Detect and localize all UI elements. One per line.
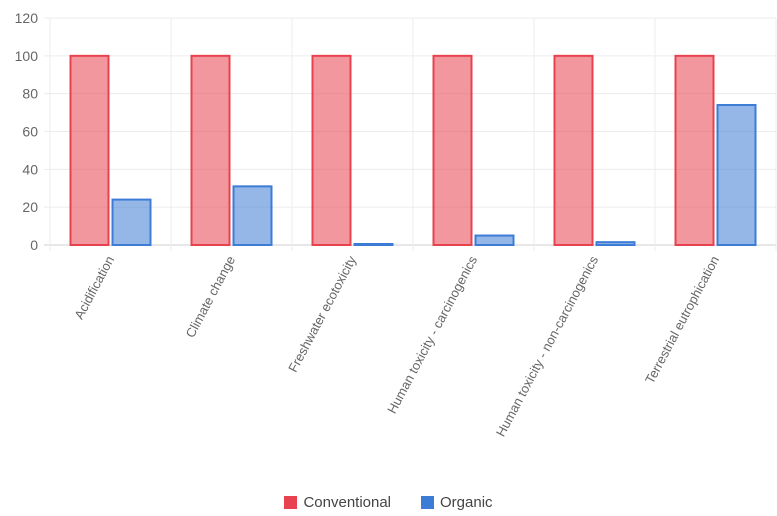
legend-label-organic: Organic xyxy=(440,494,493,511)
bar-conventional xyxy=(69,54,110,247)
x-tick-label: Acidification xyxy=(71,253,117,321)
bar-conventional xyxy=(553,54,594,247)
legend-swatch-conventional xyxy=(284,496,298,509)
x-tick-label: Climate change xyxy=(182,253,238,340)
legend-item-conventional[interactable]: Conventional xyxy=(284,494,391,511)
bar-conventional xyxy=(311,54,352,247)
x-tick-label: Human toxicity - carcinogenics xyxy=(384,253,480,416)
bar-organic xyxy=(595,241,636,247)
x-tick-label: Freshwater ecotoxicity xyxy=(285,253,359,375)
bar-organic xyxy=(716,104,757,247)
legend-swatch-organic xyxy=(421,496,435,509)
bar-organic xyxy=(353,243,394,246)
y-tick-label: 80 xyxy=(22,86,38,102)
bar-organic xyxy=(111,198,152,247)
y-tick-label: 60 xyxy=(22,124,38,140)
bar-organic xyxy=(474,234,515,247)
bar-conventional xyxy=(190,54,231,247)
bar-conventional xyxy=(432,54,473,247)
y-tick-label: 0 xyxy=(30,237,38,253)
y-tick-label: 40 xyxy=(22,161,38,177)
bar-chart: 0 20 40 60 80 100 120 Acidification Climate chan… xyxy=(15,10,777,439)
x-tick-label: Human toxicity - non-carcinogenics xyxy=(493,253,601,439)
legend: Conventional Organic xyxy=(0,494,777,511)
y-tick-label: 120 xyxy=(15,10,39,26)
legend-label-conventional: Conventional xyxy=(303,494,392,511)
legend-item-organic[interactable]: Organic xyxy=(421,494,493,511)
bar-organic xyxy=(232,185,273,247)
y-tick-label: 100 xyxy=(15,48,39,64)
y-tick-label: 20 xyxy=(22,199,38,215)
bar-conventional xyxy=(674,54,715,247)
x-tick-label: Terrestrial eutrophication xyxy=(642,253,722,386)
